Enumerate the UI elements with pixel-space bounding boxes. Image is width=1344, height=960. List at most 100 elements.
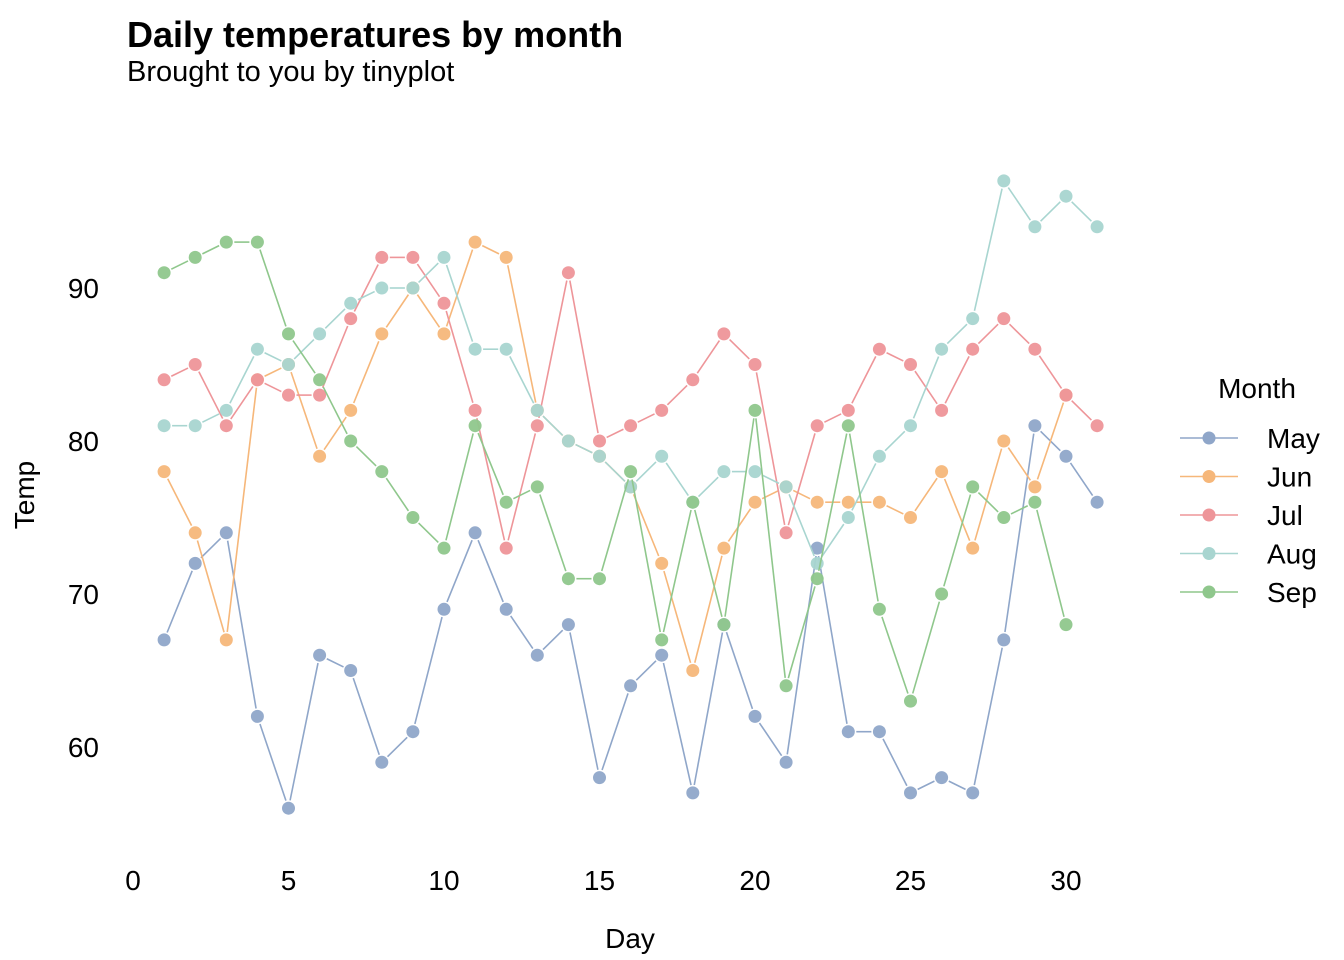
series-sep-point [313,373,327,387]
series-jul-point [717,327,731,341]
series-may-line-segment [226,540,257,709]
series-aug-line-segment [665,462,689,497]
series-jun-line-segment [663,570,692,664]
series-may-point [344,664,358,677]
series-aug-line-segment [357,290,375,301]
series-aug-line-segment [946,323,968,345]
series-sep-point [1028,495,1042,509]
series-jul-line-segment [569,280,599,434]
series-jun-point [904,511,917,524]
series-may-point [904,786,917,800]
series-aug-line-segment [418,262,439,283]
series-jul-line-segment [445,310,474,403]
series-aug-point [375,281,389,295]
series-aug-line-segment [973,188,1003,311]
series-may-point [624,679,638,693]
series-jul-point [841,403,855,417]
series-jun-point [1028,480,1042,494]
legend-item-aug: Aug [1180,539,1317,570]
series-sep-line-segment [755,418,786,678]
series-sep-point [748,403,762,417]
series-aug-line-segment [575,443,593,454]
series-jun-point [997,434,1011,448]
series-sep-point [250,235,264,249]
series-jun-line-segment [943,478,971,541]
series-sep-point [1059,618,1073,632]
series-may-point [779,755,793,769]
series-jul-line-segment [944,355,970,404]
legend-label-may: May [1267,423,1320,454]
series-sep-point [375,465,389,479]
series-jun-point [748,495,762,509]
y-axis-title: Temp [9,461,40,529]
series-sep-point [841,419,855,433]
series-may-point [219,526,233,540]
series-jul-point [779,526,793,540]
series-jun-point [499,250,513,264]
series-may-line-segment [386,736,408,758]
series-aug-point [841,511,855,524]
series-jun-point [872,495,886,509]
series-jul-point [313,388,327,402]
series-may-point [748,709,762,723]
series-may-line-segment [569,632,599,770]
series-may-point [530,648,544,662]
series-jun [157,235,1073,677]
series-aug-point [748,465,762,479]
series-aug-point [344,296,358,310]
y-tick-label: 60 [68,732,99,763]
x-tick-label: 25 [895,865,926,896]
series-jul-point [1028,342,1042,356]
chart-title: Daily temperatures by month [127,14,624,55]
series-sep-line-segment [724,418,755,617]
series-jul-line-segment [230,385,254,420]
x-tick-label: 15 [584,865,615,896]
legend-item-sep: Sep [1180,577,1317,608]
series-jun-point [935,465,949,479]
series-jun-point [313,449,327,463]
series-aug-point [188,419,202,433]
legend-item-jul: Jul [1180,500,1303,531]
series-jul-line-segment [977,323,999,345]
series-sep-point [904,694,917,708]
series-may-line-segment [758,722,783,757]
series-sep-line-segment [385,477,410,512]
series-aug-point [593,449,606,463]
series-sep-line-segment [292,340,316,374]
series-jun-line-segment [792,489,811,500]
series-sep-point [530,480,544,494]
series-aug-point [997,174,1011,188]
series-may-point [561,618,575,632]
series-sep-point [282,327,295,341]
series-jul-line-segment [416,263,441,298]
series-aug-line-segment [697,476,719,498]
series-may-line-segment [882,738,908,787]
series-aug-point [935,342,949,356]
x-tick-label: 0 [125,865,141,896]
series-jun-line-segment [264,367,282,377]
series-aug-point [530,403,544,417]
series-jul-point [188,358,202,371]
series-jul-point [499,541,513,555]
series-sep-point [655,633,669,647]
series-may-point [1090,495,1104,509]
series-sep-line-segment [322,386,348,435]
series-jul-point [250,373,264,387]
series-jun-line-segment [323,416,347,451]
series-jul-point [872,342,886,356]
series-may-point [1059,449,1073,463]
x-tick-label: 10 [428,865,459,896]
series-jul-point [810,419,824,433]
series-jul-point [997,312,1011,326]
series-aug-point [499,342,513,356]
series-jun-line-segment [1007,447,1032,481]
series-sep-line-segment [355,446,377,467]
series-sep-point [810,572,824,586]
series-may-line-segment [326,658,344,668]
series-may-point [157,633,171,647]
legend-point-may [1202,431,1216,445]
series-may-point [437,602,451,616]
series-sep-line-segment [1010,505,1029,515]
series-jun-line-segment [886,505,904,515]
series-may-point [655,648,669,662]
